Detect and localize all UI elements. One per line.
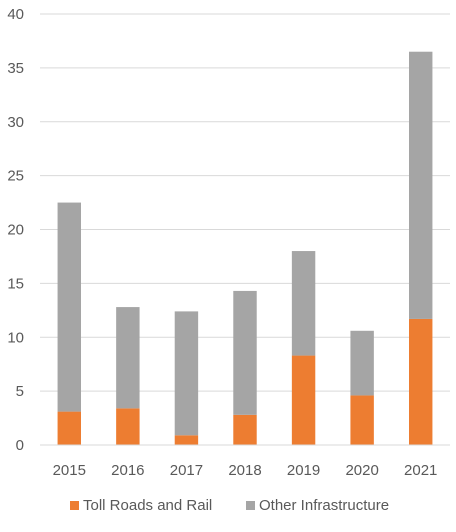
bar-toll-roads-rail-2016 bbox=[116, 408, 140, 445]
x-tick-label: 2020 bbox=[345, 462, 378, 479]
bar-toll-roads-rail-2018 bbox=[233, 414, 257, 445]
y-tick-label: 15 bbox=[7, 275, 24, 292]
bar-other-infrastructure-2015 bbox=[57, 202, 81, 412]
bar-toll-roads-rail-2021 bbox=[409, 318, 433, 445]
y-tick-label: 5 bbox=[16, 383, 24, 400]
legend-swatch bbox=[70, 501, 79, 510]
bar-other-infrastructure-2018 bbox=[233, 290, 257, 415]
y-tick-label: 10 bbox=[7, 329, 24, 346]
x-axis-ticks: 2015 2016 2017 2018 2019 2020 2021 bbox=[53, 462, 438, 479]
y-tick-label: 20 bbox=[7, 222, 24, 239]
x-tick-label: 2017 bbox=[170, 462, 203, 479]
y-tick-label: 25 bbox=[7, 168, 24, 185]
bar-other-infrastructure-2021 bbox=[409, 51, 433, 319]
bar-toll-roads-rail-2015 bbox=[57, 411, 81, 445]
x-tick-label: 2021 bbox=[404, 462, 437, 479]
x-tick-label: 2019 bbox=[287, 462, 320, 479]
y-tick-label: 0 bbox=[16, 437, 24, 454]
x-tick-label: 2015 bbox=[53, 462, 86, 479]
bar-other-infrastructure-2020 bbox=[350, 330, 374, 396]
legend-label: Other Infrastructure bbox=[259, 497, 389, 514]
bar-toll-roads-rail-2020 bbox=[350, 395, 374, 445]
y-tick-label: 35 bbox=[7, 60, 24, 77]
bar-toll-roads-rail-2019 bbox=[291, 355, 316, 445]
y-tick-label: 30 bbox=[7, 114, 24, 131]
x-tick-label: 2016 bbox=[111, 462, 144, 479]
legend-label: Toll Roads and Rail bbox=[83, 497, 212, 514]
bars bbox=[57, 51, 433, 445]
bar-toll-roads-rail-2017 bbox=[174, 435, 199, 445]
legend-swatch bbox=[246, 501, 255, 510]
bar-other-infrastructure-2019 bbox=[291, 251, 316, 356]
y-tick-label: 40 bbox=[7, 6, 24, 23]
bar-other-infrastructure-2017 bbox=[174, 311, 199, 436]
gridlines bbox=[40, 13, 450, 392]
bar-other-infrastructure-2016 bbox=[116, 307, 140, 409]
y-axis-ticks: 0 5 10 15 20 25 30 35 40 bbox=[7, 6, 24, 454]
legend: Toll Roads and Rail Other Infrastructure bbox=[70, 497, 389, 514]
x-tick-label: 2018 bbox=[228, 462, 261, 479]
